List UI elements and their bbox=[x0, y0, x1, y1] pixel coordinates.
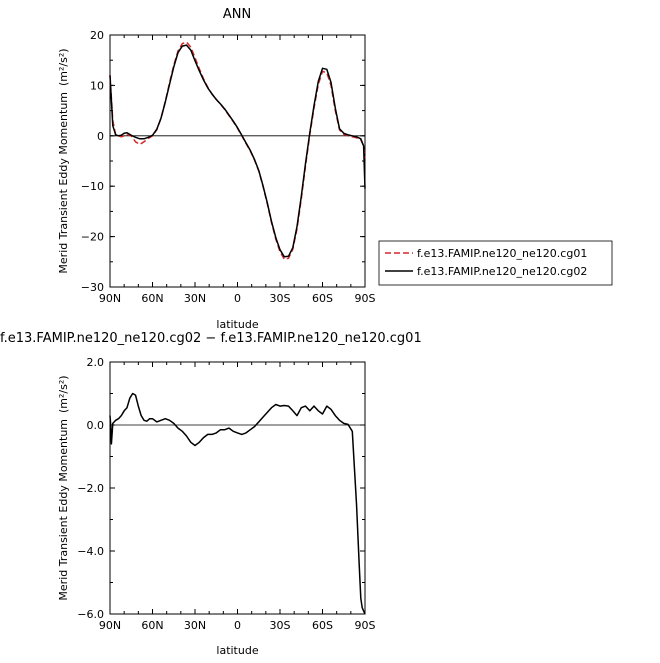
y-axis-label-unit: (m²/s²) bbox=[57, 375, 70, 413]
x-axis-label: latitude bbox=[216, 318, 258, 331]
legend-label: f.e13.FAMIP.ne120_ne120.cg02 bbox=[417, 265, 587, 278]
y-tick-label: 0.0 bbox=[87, 419, 105, 432]
y-tick-label: −2.0 bbox=[77, 482, 104, 495]
x-tick-label: 30N bbox=[184, 292, 206, 305]
y-tick-label: 20 bbox=[90, 29, 104, 42]
legend: f.e13.FAMIP.ne120_ne120.cg01 f.e13.FAMIP.… bbox=[378, 240, 613, 286]
y-tick-label: −30 bbox=[81, 281, 104, 294]
x-tick-label: 60S bbox=[312, 292, 333, 305]
y-tick-label: 0 bbox=[97, 130, 104, 143]
y-axis-label: Merid Transient Eddy Momentum (m²/s²) bbox=[57, 48, 70, 273]
y-axis-label: Merid Transient Eddy Momentum (m²/s²) bbox=[57, 375, 70, 600]
plot-frame bbox=[109, 34, 366, 288]
series-line-0 bbox=[109, 41, 366, 261]
chart-title: f.e13.FAMIP.ne120_ne120.cg02 − f.e13.FAM… bbox=[0, 331, 422, 346]
x-tick-label: 60N bbox=[141, 292, 163, 305]
series-line-1 bbox=[109, 44, 366, 258]
x-tick-label: 60N bbox=[141, 619, 163, 632]
x-tick-label: 30N bbox=[184, 619, 206, 632]
x-tick-label: 30S bbox=[270, 292, 291, 305]
series-line-0 bbox=[109, 392, 366, 615]
x-tick-label: 0 bbox=[234, 292, 241, 305]
y-tick-label: −20 bbox=[81, 231, 104, 244]
legend-box bbox=[378, 240, 613, 286]
x-tick-label: 0 bbox=[234, 619, 241, 632]
x-tick-label: 30S bbox=[270, 619, 291, 632]
top-panel: 90N 60N 30N 0 30S 60S 90S 20 10 0 −10 −20 −30 ANN lati… bbox=[57, 7, 376, 331]
x-tick-label: 90S bbox=[355, 292, 376, 305]
x-tick-label: 60S bbox=[312, 619, 333, 632]
legend-label: f.e13.FAMIP.ne120_ne120.cg01 bbox=[417, 247, 587, 260]
bottom-panel: 90N 60N 30N 0 30S 60S 90S 2.0 0.0 −2.0 −4.0 −6.0 f.e… bbox=[0, 331, 422, 657]
chart-title: ANN bbox=[223, 7, 251, 22]
y-axis-label-text: Merid Transient Eddy Momentum bbox=[57, 92, 70, 274]
plot-frame bbox=[109, 361, 366, 615]
y-tick-label: −6.0 bbox=[77, 608, 104, 621]
y-tick-label: −4.0 bbox=[77, 545, 104, 558]
y-tick-label: 2.0 bbox=[87, 356, 105, 369]
y-tick-label: 10 bbox=[90, 79, 104, 92]
x-tick-label: 90N bbox=[99, 292, 121, 305]
x-tick-label: 90N bbox=[99, 619, 121, 632]
x-axis-label: latitude bbox=[216, 644, 258, 657]
y-axis-label-text: Merid Transient Eddy Momentum bbox=[57, 419, 70, 601]
y-axis-label-unit: (m²/s²) bbox=[57, 48, 70, 86]
y-tick-label: −10 bbox=[81, 180, 104, 193]
x-tick-label: 90S bbox=[355, 619, 376, 632]
